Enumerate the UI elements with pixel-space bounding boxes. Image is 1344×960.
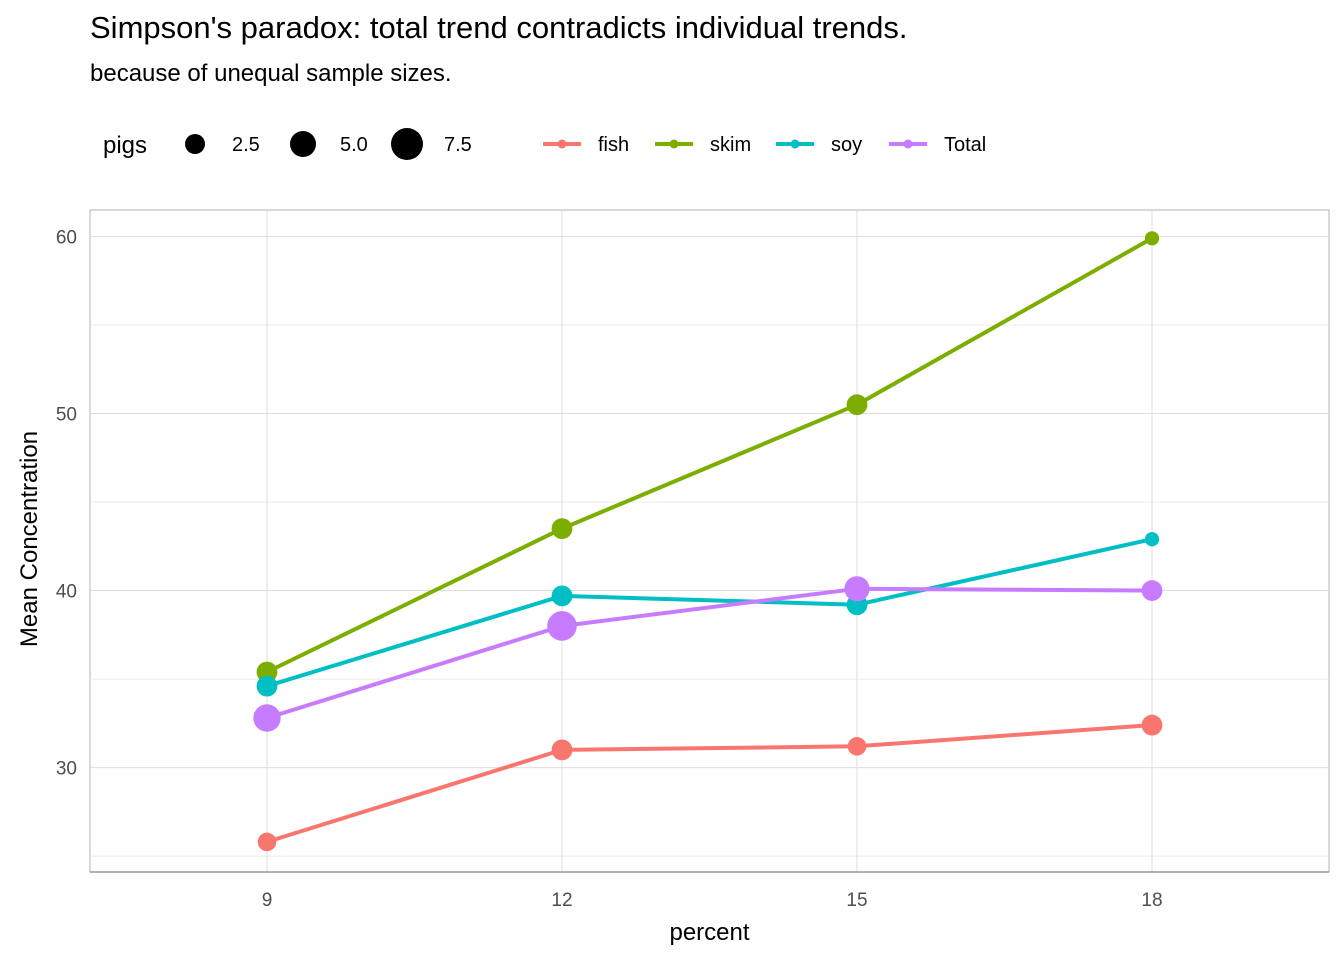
data-point-total bbox=[253, 704, 281, 732]
data-point-soy bbox=[1144, 532, 1160, 547]
data-point-fish bbox=[551, 739, 573, 761]
legend-label-soy: soy bbox=[831, 134, 862, 156]
y-axis-title: Mean Concentration bbox=[16, 431, 43, 647]
legend-label-total: Total bbox=[944, 134, 986, 156]
x-axis-title: percent bbox=[669, 919, 749, 946]
legend-size-label: 7.5 bbox=[444, 134, 472, 156]
legend-label-fish: fish bbox=[598, 134, 629, 156]
legend-key-dot-total bbox=[903, 139, 913, 149]
series-line-skim bbox=[265, 236, 1154, 674]
data-point-skim bbox=[1144, 231, 1160, 246]
y-tick-label: 40 bbox=[56, 582, 77, 603]
y-tick-label: 30 bbox=[56, 759, 77, 780]
data-point-total bbox=[547, 611, 577, 641]
chart-subtitle: because of unequal sample sizes. bbox=[90, 60, 452, 87]
legend-label-skim: skim bbox=[710, 134, 751, 156]
legend-size-label: 5.0 bbox=[340, 134, 368, 156]
series-line-total bbox=[265, 586, 1154, 720]
x-tick-label: 9 bbox=[262, 890, 273, 911]
y-tick-label: 60 bbox=[56, 228, 77, 249]
series-lines bbox=[265, 236, 1154, 844]
series-points bbox=[253, 231, 1163, 852]
legend: pigs 2.5 5.0 7.5 fish skim soy Total bbox=[103, 128, 986, 160]
legend-size-dot bbox=[391, 128, 423, 160]
x-tick-label: 12 bbox=[551, 890, 572, 911]
data-point-soy bbox=[551, 585, 573, 607]
data-point-skim bbox=[846, 394, 868, 416]
data-point-soy bbox=[256, 675, 278, 697]
legend-title-pigs: pigs bbox=[103, 132, 147, 159]
axes: 30 40 50 60 9 12 15 18 percent Mean Concentration bbox=[16, 228, 1329, 946]
series-line-fish bbox=[265, 723, 1154, 844]
x-tick-label: 18 bbox=[1141, 890, 1162, 911]
data-point-fish bbox=[847, 737, 867, 756]
data-point-fish bbox=[257, 832, 277, 852]
legend-size-label: 2.5 bbox=[232, 134, 260, 156]
data-point-skim bbox=[551, 518, 573, 540]
legend-size-dot bbox=[185, 134, 205, 154]
legend-size-dot bbox=[290, 131, 316, 157]
legend-key-dot-fish bbox=[557, 139, 567, 149]
data-point-total bbox=[1141, 580, 1163, 601]
legend-key-dot-soy bbox=[790, 139, 800, 149]
grid-lines bbox=[90, 210, 1329, 872]
data-point-total bbox=[844, 576, 870, 602]
x-tick-label: 15 bbox=[846, 890, 867, 911]
legend-key-dot-skim bbox=[669, 139, 679, 149]
y-tick-label: 50 bbox=[56, 405, 77, 426]
series-line-soy bbox=[265, 537, 1154, 689]
data-point-fish bbox=[1141, 714, 1163, 736]
chart-title: Simpson's paradox: total trend contradic… bbox=[90, 10, 908, 45]
